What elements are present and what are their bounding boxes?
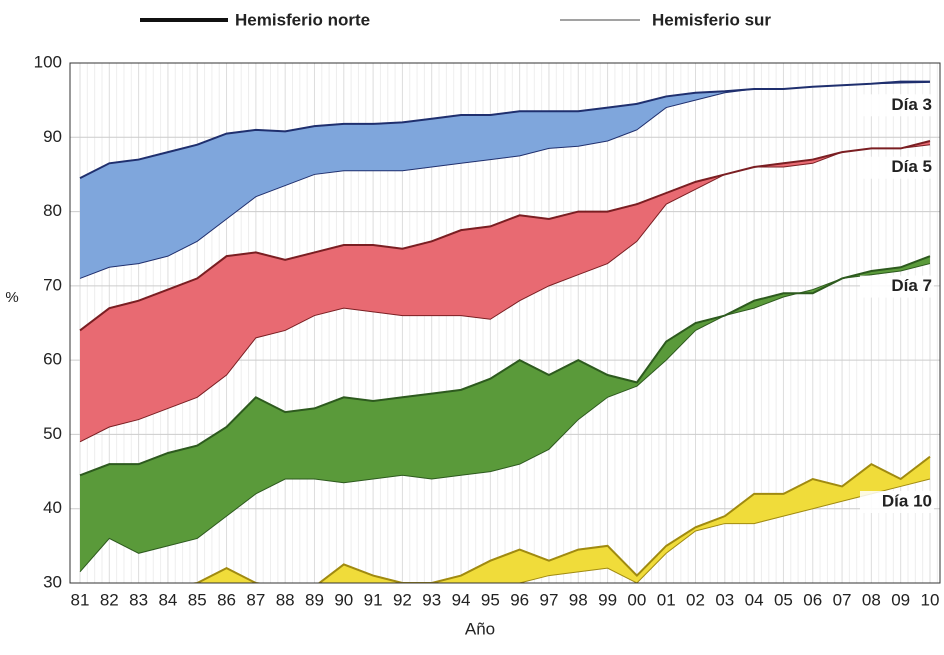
x-tick-label: 03 [715, 590, 734, 609]
band-label: Día 7 [891, 276, 932, 295]
south-line [515, 478, 931, 583]
y-tick-label: 70 [43, 275, 62, 294]
x-tick-label: 00 [627, 590, 646, 609]
x-axis-label: Año [465, 619, 495, 638]
x-tick-label: 89 [305, 590, 324, 609]
y-tick-label: 40 [43, 498, 62, 517]
x-tick-label: 88 [276, 590, 295, 609]
x-tick-label: 04 [745, 590, 764, 609]
north-line [189, 455, 931, 583]
x-tick-label: 08 [862, 590, 881, 609]
legend-label: Hemisferio sur [652, 10, 771, 29]
y-tick-label: 100 [34, 52, 62, 71]
y-tick-label: 60 [43, 350, 62, 369]
x-tick-label: 95 [481, 590, 500, 609]
x-tick-label: 81 [71, 590, 90, 609]
legend-label: Hemisferio norte [235, 10, 370, 29]
x-tick-label: 90 [334, 590, 353, 609]
bands [79, 80, 931, 583]
north-line [79, 140, 931, 332]
x-tick-label: 84 [158, 590, 177, 609]
x-tick-label: 93 [422, 590, 441, 609]
plot-frame [69, 62, 941, 584]
band-label-bg [860, 94, 934, 117]
x-tick-label: 99 [598, 590, 617, 609]
north-line [79, 255, 931, 477]
band-label: Día 10 [882, 491, 932, 510]
x-tick-label: 96 [510, 590, 529, 609]
y-tick-label: 50 [43, 424, 62, 443]
y-axis-label: % [5, 289, 18, 306]
x-tick-label: 06 [803, 590, 822, 609]
band-label-bg [860, 491, 934, 513]
x-tick-label: 10 [921, 590, 940, 609]
band-label-bg [860, 156, 934, 179]
band-label: Día 5 [891, 157, 932, 176]
x-tick-label: 86 [217, 590, 236, 609]
south-line [79, 263, 931, 573]
x-tick-label: 07 [833, 590, 852, 609]
band-label: Día 3 [891, 95, 932, 114]
x-tick-label: 01 [657, 590, 676, 609]
x-tick-label: 82 [100, 590, 119, 609]
x-tick-label: 98 [569, 590, 588, 609]
x-tick-label: 97 [539, 590, 558, 609]
x-tick-label: 94 [452, 590, 471, 609]
band-area [80, 141, 930, 442]
y-tick-label: 30 [43, 572, 62, 591]
x-tick-label: 91 [364, 590, 383, 609]
band-area [80, 256, 930, 572]
x-tick-label: 87 [246, 590, 265, 609]
south-line [79, 144, 931, 443]
x-tick-label: 92 [393, 590, 412, 609]
band-label-bg [860, 275, 934, 298]
y-tick-label: 90 [43, 127, 62, 146]
y-tick-label: 80 [43, 201, 62, 220]
north-line [79, 80, 930, 180]
x-tick-label: 02 [686, 590, 705, 609]
x-tick-label: 83 [129, 590, 148, 609]
x-tick-label: 09 [891, 590, 910, 609]
x-tick-label: 85 [188, 590, 207, 609]
band-area [197, 456, 930, 583]
x-tick-label: 05 [774, 590, 793, 609]
